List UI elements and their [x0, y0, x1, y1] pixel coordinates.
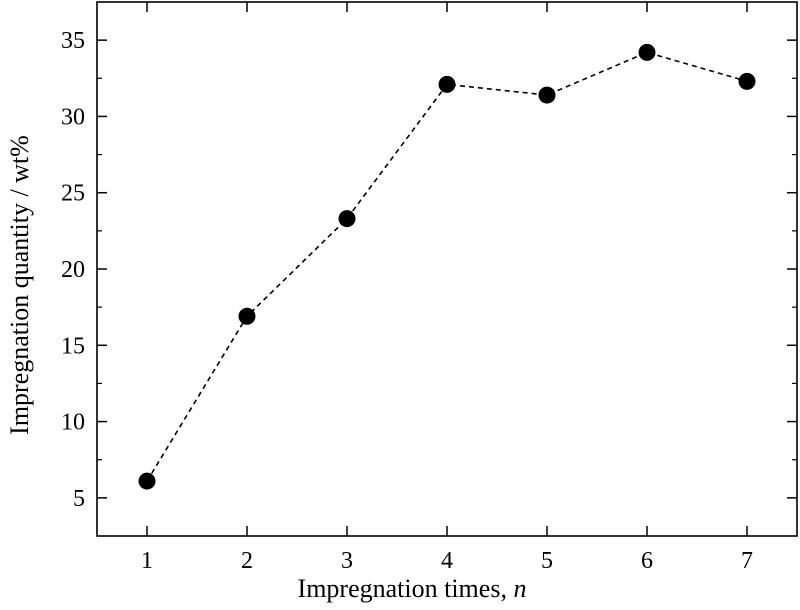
data-point [638, 43, 656, 61]
data-point [138, 472, 156, 490]
y-tick-label: 5 [73, 486, 85, 512]
series-line [146, 51, 748, 482]
x-tick-label: 2 [241, 548, 253, 574]
x-axis-label-text: Impregnation times, [298, 574, 514, 603]
x-tick-label: 7 [741, 548, 753, 574]
x-axis-label: Impregnation times, n [298, 574, 527, 603]
y-axis-tick-labels: 5 10 15 20 25 30 35 [61, 28, 85, 512]
x-tick-label: 6 [641, 548, 653, 574]
x-tick-label: 3 [341, 548, 353, 574]
x-axis-ticks [146, 2, 748, 536]
y-axis-label: Impregnation quantity / wt% [5, 135, 34, 435]
data-point [238, 307, 256, 325]
y-tick-label: 30 [61, 104, 85, 130]
y-axis-ticks [97, 39, 797, 499]
data-point [738, 72, 756, 90]
x-tick-label: 1 [141, 548, 153, 574]
data-point [538, 86, 556, 104]
x-tick-label: 4 [441, 548, 453, 574]
y-tick-label: 10 [61, 410, 85, 436]
x-axis-label-variable: n [513, 574, 526, 603]
series-markers [138, 43, 756, 490]
y-tick-label: 15 [61, 333, 85, 359]
y-tick-label: 20 [61, 257, 85, 283]
y-tick-label: 25 [61, 181, 85, 207]
data-point [438, 75, 456, 93]
x-tick-label: 5 [541, 548, 553, 574]
data-point [338, 210, 356, 228]
series-line-path [146, 51, 748, 482]
y-tick-label: 35 [61, 28, 85, 54]
x-axis-tick-labels: 1 2 3 4 5 6 7 [141, 548, 753, 574]
